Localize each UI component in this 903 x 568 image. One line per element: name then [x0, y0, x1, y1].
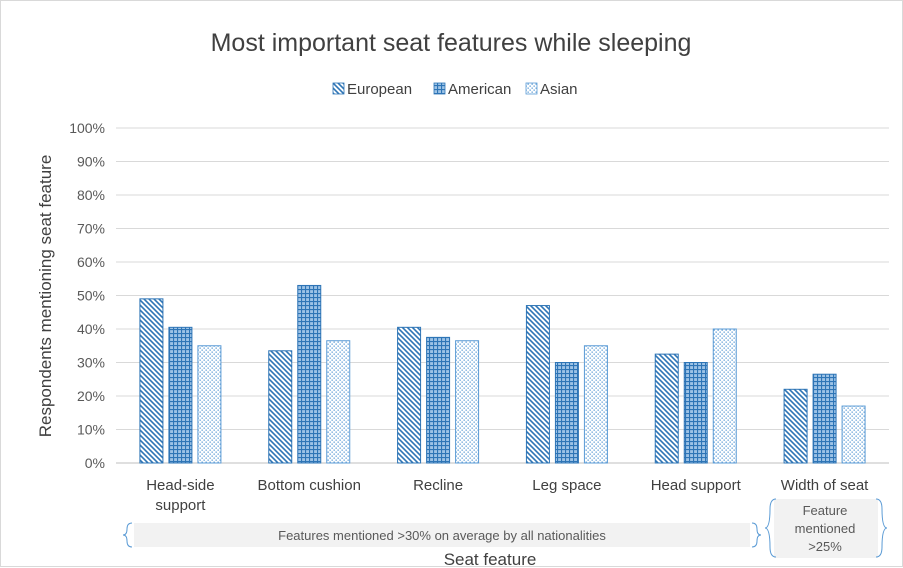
legend-swatch-asian	[525, 82, 538, 95]
bar-asian	[583, 345, 608, 464]
group-annotation-main-bg	[134, 523, 750, 547]
bar-asian	[712, 328, 737, 464]
group-annotation-width-bg	[774, 499, 878, 558]
y-tick-label: 60%	[77, 254, 105, 270]
left-brace-icon	[122, 522, 133, 548]
bar-american	[426, 336, 451, 464]
legend-swatch-european	[332, 82, 345, 95]
x-tick-label: Width of seat	[781, 477, 869, 494]
group-annotation-main: Features mentioned >30% on average by al…	[122, 522, 762, 548]
y-tick-label: 10%	[77, 422, 105, 438]
right-brace-small-icon	[875, 498, 888, 558]
group-annotation-width-line-1: Feature	[803, 503, 848, 518]
bar-european	[654, 353, 679, 464]
y-tick-label: 90%	[77, 154, 105, 170]
legend-swatch-american	[433, 82, 446, 95]
x-tick-label: support	[155, 497, 206, 514]
bar-european	[268, 350, 293, 464]
legend-label-american: American	[448, 81, 511, 98]
y-axis-ticks: 0% 10% 20% 30% 40% 50% 60% 70% 80% 90% 100%	[69, 120, 105, 471]
group-annotation-width-line-3: >25%	[808, 539, 842, 554]
y-tick-label: 0%	[85, 455, 105, 471]
bar-asian	[455, 340, 480, 464]
bar-european	[525, 305, 550, 464]
y-tick-label: 30%	[77, 355, 105, 371]
bar-european	[397, 326, 422, 464]
bar-american	[812, 373, 837, 464]
right-brace-icon	[751, 522, 762, 548]
x-tick-label: Head-side	[146, 477, 214, 494]
gridlines	[116, 127, 889, 464]
bar-asian	[841, 405, 866, 464]
group-annotation-width-line-2: mentioned	[795, 521, 856, 536]
y-axis-title: Respondents mentioning seat feature	[36, 155, 55, 438]
legend-label-asian: Asian	[540, 81, 578, 98]
y-tick-label: 70%	[77, 221, 105, 237]
bar-american	[554, 362, 579, 464]
bar-asian	[197, 345, 222, 464]
bars	[139, 284, 866, 464]
bar-asian	[326, 340, 351, 464]
x-tick-label: Head support	[651, 477, 742, 494]
chart-title: Most important seat features while sleep…	[211, 29, 692, 57]
bar-american	[168, 326, 193, 464]
x-tick-label: Leg space	[532, 477, 601, 494]
legend: European American Asian	[332, 81, 578, 98]
group-annotation-width: Feature mentioned >25%	[764, 498, 888, 558]
left-brace-small-icon	[764, 498, 777, 558]
group-annotation-main-text: Features mentioned >30% on average by al…	[278, 528, 606, 543]
y-tick-label: 50%	[77, 288, 105, 304]
x-axis-categories: Head-side support Bottom cushion Recline Leg…	[146, 477, 869, 514]
x-axis-title: Seat feature	[444, 550, 537, 568]
y-tick-label: 80%	[77, 187, 105, 203]
legend-label-european: European	[347, 81, 412, 98]
bar-european	[139, 298, 164, 464]
bar-american	[297, 284, 322, 464]
x-tick-label: Bottom cushion	[258, 477, 361, 494]
x-tick-label: Recline	[413, 477, 463, 494]
y-tick-label: 20%	[77, 388, 105, 404]
bar-european	[783, 388, 808, 464]
y-tick-label: 40%	[77, 321, 105, 337]
bar-american	[683, 362, 708, 464]
y-tick-label: 100%	[69, 120, 105, 136]
